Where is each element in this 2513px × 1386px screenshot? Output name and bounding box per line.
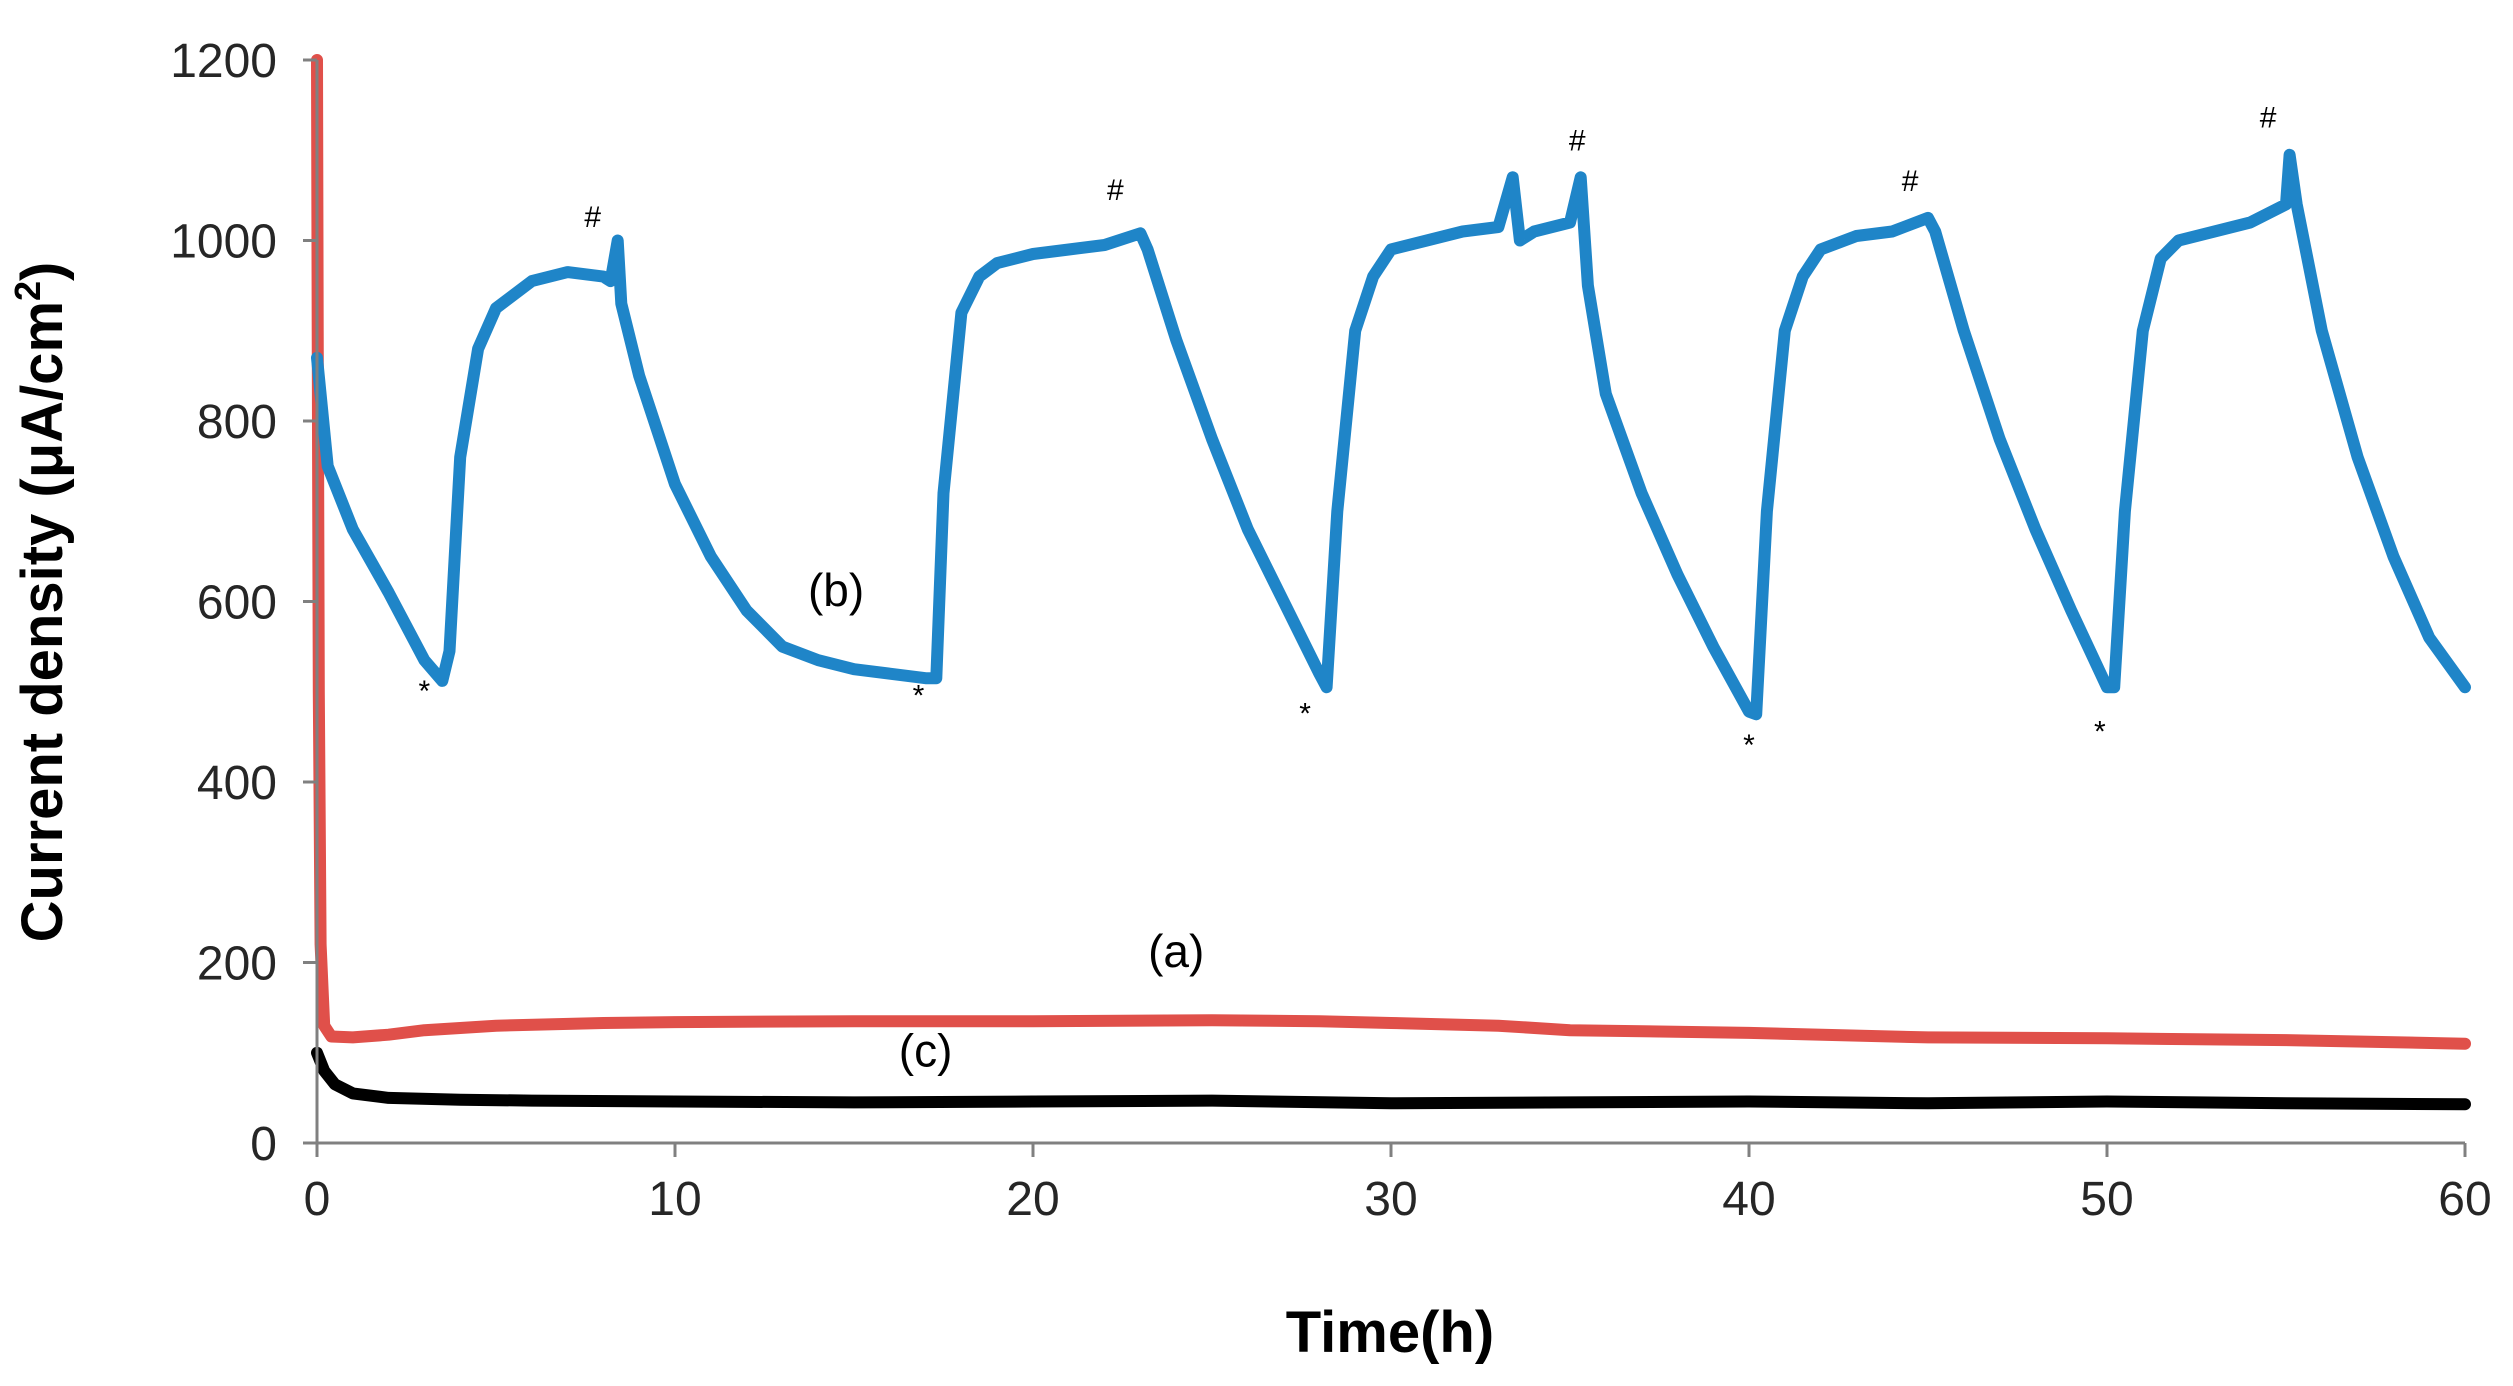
annotation-hash: # [1569, 124, 1586, 157]
series-line-c [311, 1046, 2471, 1111]
y-ticks: 0 200 400 600 800 1000 1200 [170, 35, 317, 1171]
x-tick-label: 20 [1006, 1173, 1059, 1226]
series-line-b [311, 148, 2471, 721]
x-tick-label: 0 [304, 1173, 331, 1226]
series-line-a [311, 54, 2471, 1050]
series-label-b: (b) [808, 564, 864, 616]
x-tick-label: 30 [1364, 1173, 1417, 1226]
annotation-hash: # [584, 201, 601, 234]
x-tick-label: 60 [2438, 1173, 2491, 1226]
y-tick-label: 0 [250, 1118, 277, 1171]
series-label-a: (a) [1148, 925, 1204, 977]
y-axis-title-close: ) [10, 262, 75, 281]
y-axis-title-main: Current density (μA/cm [10, 301, 75, 942]
x-ticks: 0 10 20 30 40 50 60 [304, 1143, 2492, 1226]
axes [315, 60, 2465, 1145]
y-tick-label: 800 [197, 396, 277, 449]
y-axis-title: Current density (μA/cm2) [7, 262, 75, 943]
annotation-star: * [419, 675, 431, 708]
annotation-layer: * # * # * # * # * # [419, 102, 2277, 762]
y-tick-label: 1200 [170, 35, 277, 88]
y-tick-label: 1000 [170, 216, 277, 269]
annotation-hash: # [2260, 102, 2277, 135]
annotation-star: * [2094, 715, 2106, 748]
annotation-star: * [913, 679, 925, 712]
x-tick-label: 40 [1722, 1173, 1775, 1226]
y-tick-label: 200 [197, 938, 277, 991]
annotation-star: * [1743, 729, 1755, 762]
x-axis-title: Time(h) [1286, 1300, 1494, 1365]
x-tick-label: 50 [2080, 1173, 2133, 1226]
annotation-star: * [1299, 697, 1311, 730]
x-tick-label: 10 [648, 1173, 701, 1226]
series-layer [311, 54, 2471, 1111]
annotation-hash: # [1107, 174, 1124, 207]
y-axis-title-sup: 2 [7, 281, 48, 301]
series-label-c: (c) [899, 1024, 953, 1076]
y-tick-label: 400 [197, 757, 277, 810]
y-tick-label: 600 [197, 577, 277, 630]
annotation-hash: # [1902, 165, 1919, 198]
series-labels: (a) (b) (c) [808, 564, 1204, 1076]
